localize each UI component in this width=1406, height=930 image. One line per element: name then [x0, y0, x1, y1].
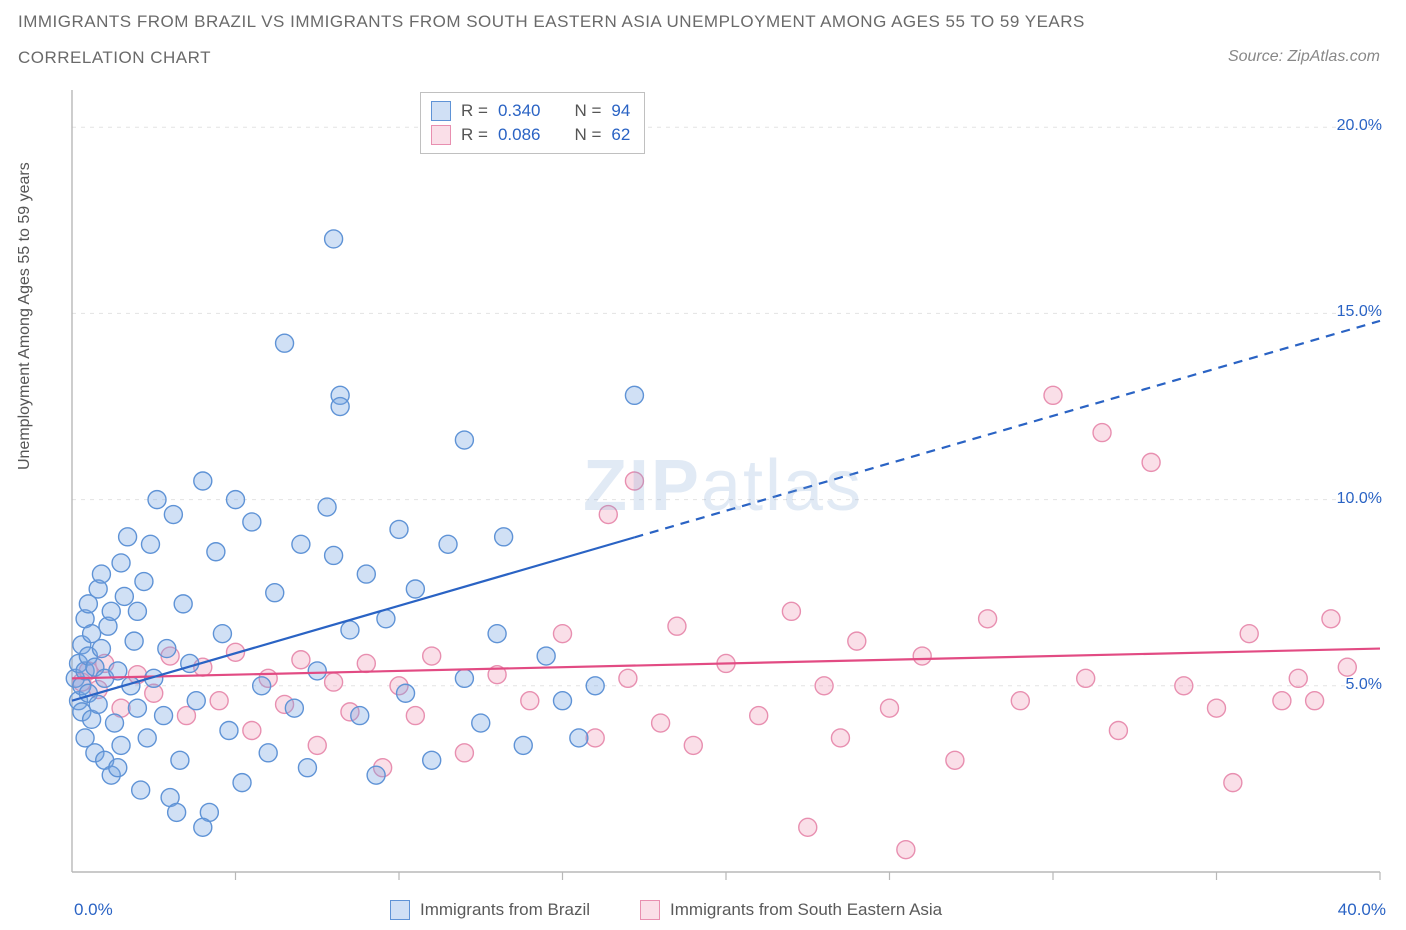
swatch-sea — [431, 125, 451, 145]
y-tick-label: 10.0% — [1337, 490, 1382, 508]
correlation-legend: R = 0.340 N = 94 R = 0.086 N = 62 — [420, 92, 645, 154]
y-tick-label: 15.0% — [1337, 303, 1382, 321]
x-axis-left-label: 0.0% — [74, 900, 113, 920]
swatch-brazil — [431, 101, 451, 121]
r-value-sea: 0.086 — [498, 123, 541, 147]
r-label-sea: R = — [461, 123, 488, 147]
n-value-sea: 62 — [611, 123, 630, 147]
source-prefix: Source: — [1228, 48, 1288, 65]
chart-title-line2: CORRELATION CHART — [18, 48, 211, 68]
swatch-sea-2 — [640, 900, 660, 920]
legend-row-sea: R = 0.086 N = 62 — [431, 123, 630, 147]
y-axis-label: Unemployment Among Ages 55 to 59 years — [16, 162, 34, 470]
plot-svg — [58, 86, 1388, 886]
y-tick-label: 5.0% — [1346, 676, 1382, 694]
r-value-brazil: 0.340 — [498, 99, 541, 123]
scatter-plot: ZIPatlas — [58, 86, 1388, 886]
swatch-brazil-2 — [390, 900, 410, 920]
chart-title-line1: IMMIGRANTS FROM BRAZIL VS IMMIGRANTS FRO… — [18, 12, 1085, 32]
legend-item-sea: Immigrants from South Eastern Asia — [640, 900, 942, 920]
source-name: ZipAtlas.com — [1288, 48, 1380, 65]
r-label-brazil: R = — [461, 99, 488, 123]
n-value-brazil: 94 — [611, 99, 630, 123]
x-axis-right-label: 40.0% — [1338, 900, 1386, 920]
legend-label-brazil: Immigrants from Brazil — [420, 900, 590, 920]
legend-label-sea: Immigrants from South Eastern Asia — [670, 900, 942, 920]
series-legend: Immigrants from Brazil Immigrants from S… — [390, 900, 942, 920]
source-label: Source: ZipAtlas.com — [1228, 48, 1380, 66]
y-tick-label: 20.0% — [1337, 117, 1382, 135]
n-label-sea: N = — [574, 123, 601, 147]
legend-item-brazil: Immigrants from Brazil — [390, 900, 590, 920]
legend-row-brazil: R = 0.340 N = 94 — [431, 99, 630, 123]
n-label-brazil: N = — [574, 99, 601, 123]
